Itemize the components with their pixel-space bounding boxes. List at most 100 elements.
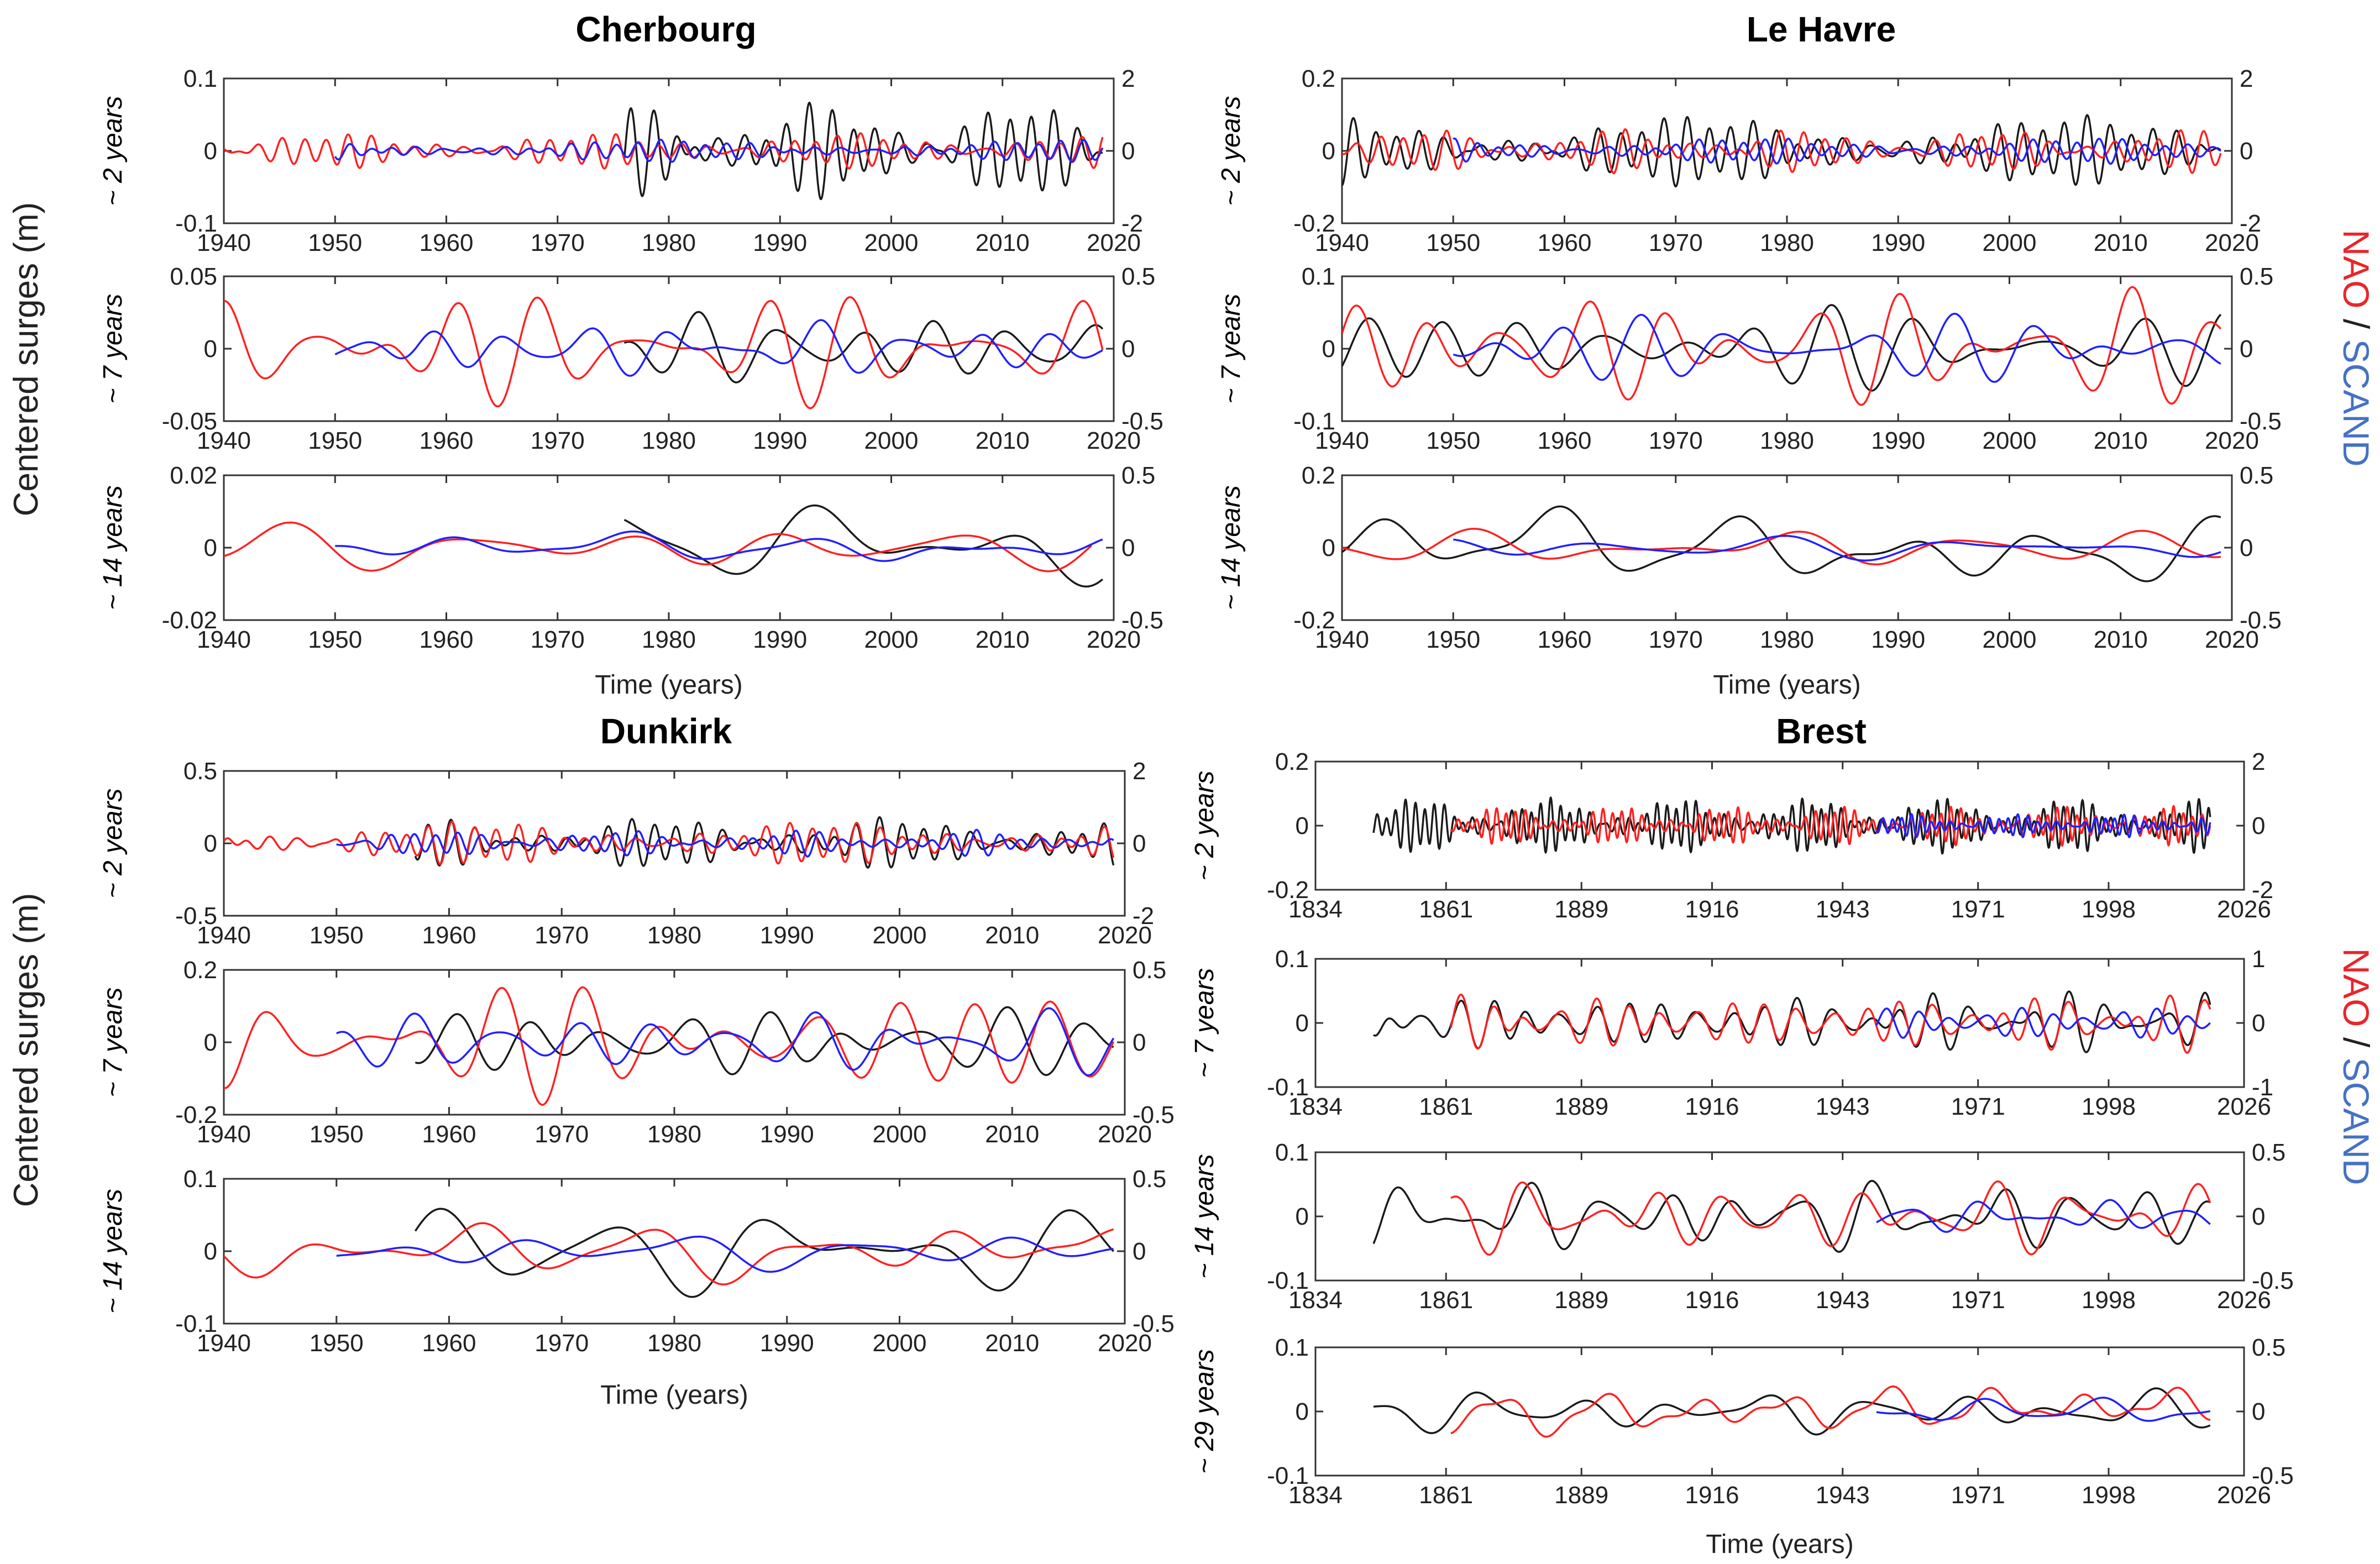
panel-3: 1834 1861 1889 1916 1943 1971 1998 2026 -0.1 0 0.1… (1190, 1139, 2294, 1314)
x-tick-label: 1940 (197, 229, 251, 256)
panel-4: 1834 1861 1889 1916 1943 1971 1998 2026 -0.1 0 0.1… (1190, 1334, 2294, 1509)
y-tick-label: 0 (1322, 534, 1335, 561)
series-line-surge (1373, 1387, 2211, 1436)
series-line-nao (224, 820, 1115, 865)
series-group (1342, 505, 2221, 582)
y-tick-label: -0.1 (1267, 1074, 1309, 1101)
x-tick-label: 2010 (2094, 626, 2148, 653)
legend-bottom-scand: SCAND (2336, 1058, 2377, 1185)
x-tick-label: 1861 (1419, 1093, 1473, 1120)
y2-tick-label: 0 (1121, 335, 1135, 363)
series-group (1342, 114, 2222, 188)
svg-text:NAO / SCAND: NAO / SCAND (2336, 948, 2377, 1185)
x-tick-label: 1940 (197, 1330, 251, 1357)
legend-bottom: NAO / SCAND (2336, 948, 2377, 1185)
y-tick-label: -0.2 (175, 1101, 217, 1129)
x-tick-label: 1970 (1649, 626, 1703, 653)
x-tick-label: 1980 (647, 922, 701, 949)
series-line-nao (1342, 128, 2222, 175)
y-tick-label: 0 (1322, 335, 1335, 363)
x-tick-label: 1950 (1426, 427, 1480, 454)
panel-3: 1940 1950 1960 1970 1980 1990 2000 2010 2020 -0.2… (1217, 462, 2282, 653)
y2-tick-label: -0.5 (2252, 1267, 2294, 1294)
x-tick-label: 1834 (1288, 896, 1343, 923)
y2-tick-label: 2 (2252, 748, 2265, 775)
x-tick-label: 2000 (864, 626, 919, 653)
series-group (224, 101, 1104, 200)
x-tick-label: 1970 (534, 1330, 589, 1357)
x-tick-label: 1940 (197, 626, 251, 653)
panel-1: 1834 1861 1889 1916 1943 1971 1998 2026 -0.2 0 0.2… (1190, 748, 2273, 923)
y-tick-label: 0.1 (184, 65, 217, 92)
legend-bottom-nao: NAO (2336, 948, 2377, 1027)
x-tick-label: 2026 (2217, 1287, 2271, 1314)
x-tick-label: 2000 (873, 1330, 927, 1357)
panel-ylabel: ~ 7 years (1190, 968, 1219, 1078)
x-tick-label: 1950 (308, 229, 362, 256)
legend-top-nao: NAO (2336, 229, 2377, 308)
panel-3: 1940 1950 1960 1970 1980 1990 2000 2010 2020 -0.1… (98, 1166, 1175, 1357)
series-line-scand (1875, 1006, 2211, 1039)
x-tick-label: 1970 (531, 229, 585, 256)
y-tick-label: -0.2 (1267, 877, 1309, 904)
series-group (224, 816, 1115, 869)
series-group (224, 504, 1103, 588)
panel-1: 1940 1950 1960 1970 1980 1990 2000 2010 2020 -0.2… (1217, 65, 2261, 256)
series-line-nao (1450, 1385, 2211, 1438)
panel-3: 1940 1950 1960 1970 1980 1990 2000 2010 2020 -0.0… (98, 462, 1163, 653)
panel-ylabel: ~ 7 years (98, 294, 128, 404)
x-tick-label: 1960 (420, 229, 474, 256)
x-tick-label: 1998 (2082, 896, 2136, 923)
x-tick-label: 1950 (1426, 229, 1480, 256)
panel-1: 1940 1950 1960 1970 1980 1990 2000 2010 2020 -0.5… (98, 758, 1154, 949)
x-tick-label: 1943 (1816, 1287, 1870, 1314)
y-tick-label: 0.2 (1302, 462, 1335, 489)
y-tick-label: 0 (1296, 812, 1309, 839)
series-line-surge (1372, 990, 2211, 1053)
x-tick-label: 2010 (985, 922, 1039, 949)
y-tick-label: -0.1 (1267, 1462, 1309, 1489)
x-tick-label: 1943 (1816, 1093, 1870, 1120)
y2-tick-label: 0 (1133, 1238, 1146, 1265)
series-line-nao (224, 132, 1104, 170)
x-tick-label: 2000 (1983, 229, 2037, 256)
x-tick-label: 1990 (753, 626, 807, 653)
x-tick-label: 2000 (873, 922, 927, 949)
panel-ylabel: ~ 7 years (1217, 294, 1246, 404)
y-tick-label: 0.2 (184, 957, 217, 984)
x-tick-label: 2026 (2217, 1482, 2271, 1509)
x-tick-label: 1980 (647, 1121, 701, 1148)
x-tick-label: 1916 (1685, 1093, 1739, 1120)
x-tick-label: 2010 (985, 1330, 1039, 1357)
y2-tick-label: 0.5 (2252, 1139, 2285, 1166)
x-tick-label: 2020 (1087, 626, 1141, 653)
x-tick-label: 2010 (976, 626, 1030, 653)
x-tick-label: 2010 (985, 1121, 1039, 1148)
series-line-nao (224, 986, 1115, 1106)
y2-tick-label: 0.5 (2240, 263, 2273, 290)
panel-ylabel: ~ 14 years (1217, 485, 1246, 610)
series-line-scand (336, 1007, 1115, 1077)
y-tick-label: 0 (1322, 138, 1335, 165)
x-tick-label: 1980 (642, 626, 696, 653)
y-tick-label: 0.02 (170, 462, 217, 489)
x-tick-label: 1990 (1871, 427, 1925, 454)
series-line-nao (1342, 286, 2222, 406)
y-tick-label: -0.05 (162, 408, 217, 435)
series-group (1372, 990, 2211, 1054)
x-tick-label: 1980 (1760, 626, 1814, 653)
x-tick-label: 2010 (976, 427, 1030, 454)
x-tick-label: 1916 (1685, 896, 1739, 923)
x-tick-label: 1889 (1554, 896, 1608, 923)
y2-tick-label: 0.5 (1121, 462, 1155, 489)
y2-tick-label: 2 (1121, 65, 1135, 92)
x-tick-label: 2010 (2094, 427, 2148, 454)
y2-tick-label: 2 (2240, 65, 2253, 92)
x-axis-label: Time (years) (600, 1381, 748, 1410)
x-tick-label: 2026 (2217, 1093, 2271, 1120)
chart-title: Dunkirk (600, 711, 732, 751)
